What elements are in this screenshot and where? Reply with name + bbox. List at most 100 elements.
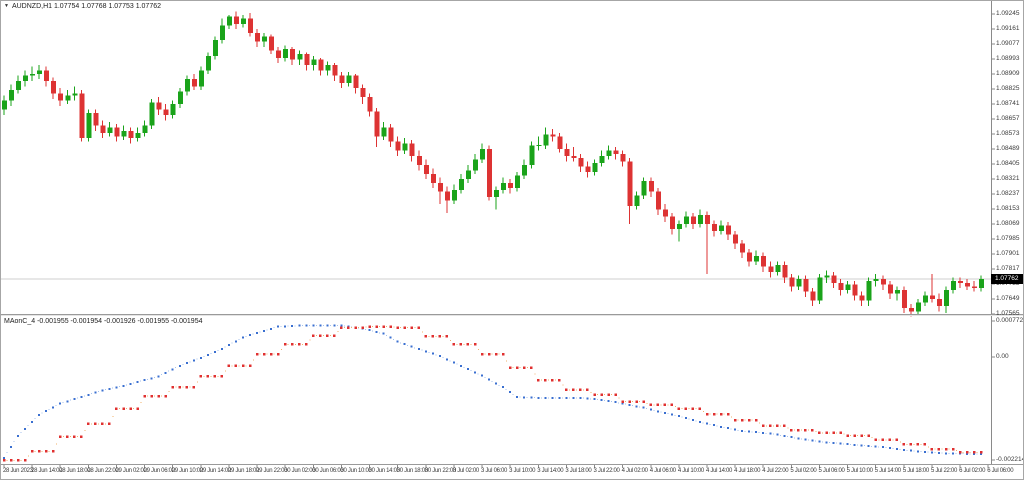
red-dot [951, 447, 955, 451]
red-connector-dot [253, 359, 255, 361]
blue-dot [410, 345, 413, 348]
candle [719, 220, 725, 235]
candle [747, 248, 753, 267]
candle [16, 75, 22, 94]
blue-dot [94, 391, 97, 394]
blue-connector-dot [62, 401, 64, 403]
candle-body [58, 93, 64, 101]
time-axis-label: 30 Jun 06:00 [312, 468, 344, 474]
candle-body [606, 150, 612, 156]
red-connector-dot [969, 451, 971, 453]
blue-connector-dot [20, 432, 22, 434]
blue-dot [677, 415, 680, 418]
blue-dot [178, 364, 181, 367]
time-axis-label: 3 Jul 02:00 [452, 468, 479, 474]
red-connector-dot [351, 327, 352, 329]
red-connector-dot [133, 408, 135, 410]
blue-connector-dot [13, 441, 15, 443]
red-dot [670, 403, 674, 407]
red-dot [340, 326, 343, 329]
price-axis-label: 1.09077 [996, 40, 1020, 47]
blue-connector-dot [850, 443, 852, 445]
blue-connector-dot [133, 382, 135, 384]
candle [58, 88, 64, 106]
candle [782, 261, 788, 283]
blue-connector-dot [836, 442, 838, 444]
candle [149, 98, 155, 130]
blue-connector-dot [892, 448, 894, 450]
blue-dot [663, 411, 666, 414]
red-connector-dot [414, 327, 416, 329]
candle-body [226, 16, 232, 26]
blue-connector-dot [442, 357, 444, 359]
blue-dot [621, 402, 624, 405]
red-connector-dot [449, 339, 451, 341]
candle-body [93, 113, 99, 126]
candle-body [241, 18, 247, 24]
price-axis-label: 1.08825 [996, 85, 1020, 92]
time-axis-label: 5 Jul 18:00 [902, 468, 929, 474]
candle [775, 261, 781, 276]
blue-connector-dot [582, 397, 584, 399]
candle-body [789, 277, 795, 287]
blue-connector-dot [814, 440, 816, 442]
candle-body [107, 127, 113, 133]
candle-body [374, 111, 380, 137]
red-dot [705, 412, 709, 416]
red-connector-dot [126, 408, 128, 410]
candle-body [676, 223, 682, 230]
red-connector-dot [337, 331, 339, 333]
time-axis-separator [1, 464, 1023, 465]
red-dot [902, 443, 906, 446]
red-dot [178, 385, 181, 389]
candle-body [30, 73, 36, 76]
blue-connector-dot [800, 438, 802, 440]
blue-connector-dot [329, 324, 331, 326]
blue-connector-dot [540, 397, 542, 399]
blue-connector-dot [779, 434, 781, 436]
blue-dot [115, 386, 118, 389]
candle-body [325, 64, 331, 71]
red-dot [860, 434, 863, 437]
red-dot [635, 400, 638, 403]
red-connector-dot [421, 331, 423, 333]
candle [458, 173, 464, 194]
price-axis-label: 1.08069 [996, 220, 1020, 227]
red-dot [326, 334, 329, 337]
candle-body [557, 136, 563, 149]
price-axis-line [991, 1, 992, 464]
blue-connector-dot [456, 363, 458, 365]
red-dot [108, 422, 111, 426]
candle [276, 47, 282, 64]
blue-dot [227, 344, 230, 347]
candle [951, 277, 957, 294]
panel-separator[interactable] [1, 314, 1023, 315]
blue-connector-dot [266, 329, 268, 331]
red-dot [2, 459, 6, 462]
candle-body [571, 155, 577, 158]
blue-connector-dot [27, 425, 29, 427]
candle-body [901, 289, 907, 308]
blue-dot [825, 441, 828, 444]
red-connector-dot [899, 441, 901, 443]
blue-connector-dot [238, 338, 240, 340]
red-connector-dot [161, 395, 163, 397]
red-connector-dot [597, 394, 599, 396]
blue-dot [129, 382, 132, 385]
candle-body [915, 302, 921, 312]
time-axis-label: 30 Jun 10:00 [340, 468, 372, 474]
blue-dot [495, 382, 498, 385]
candle [740, 239, 746, 258]
candle-body [690, 216, 696, 224]
blue-dot [431, 352, 434, 355]
blue-dot [572, 396, 575, 399]
red-connector-dot [681, 408, 683, 410]
collapse-triangle-icon[interactable]: ▼ [4, 3, 9, 9]
red-connector-dot [84, 429, 86, 431]
blue-connector-dot [224, 346, 226, 348]
blue-connector-dot [365, 328, 367, 330]
candle [219, 18, 225, 44]
candle-body [747, 252, 753, 262]
candle [501, 177, 507, 194]
